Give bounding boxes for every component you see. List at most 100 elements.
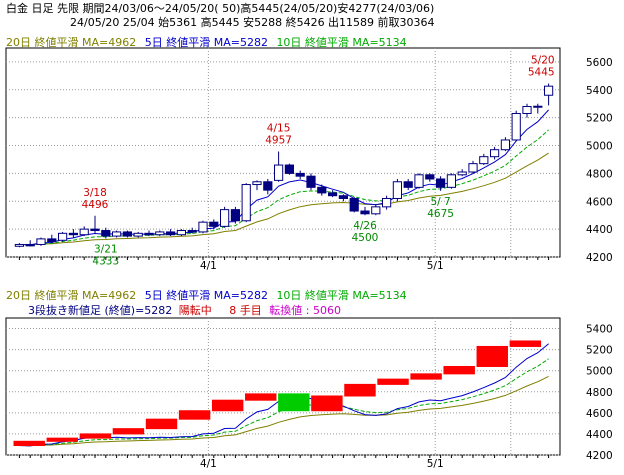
new-price-bar-up [112,428,145,435]
candle-down [284,164,295,174]
new-price-bar-up [311,395,343,412]
candle-up [241,184,251,222]
candle-down [403,181,413,188]
new-price-bar-down [278,393,310,412]
legend-ma5: 5日 終値平滑 MA=5282 [144,36,268,49]
candle-down [306,175,316,188]
candle-up [36,238,46,245]
legend-ma10-sub: 10日 終値平滑 MA=5134 [276,289,407,302]
price-ytick-label: 5200 [586,113,613,125]
price-frame [5,47,561,258]
new-price-bar-up [245,393,277,401]
candle-up [392,181,403,199]
annotation-date: 5/ 7 [430,196,450,208]
ma20-line [19,152,549,246]
candle-up [176,230,187,236]
new-price-bar-up [509,340,542,347]
new-price-info-reversal: 転換値 : 5060 [269,304,341,317]
candle-down [349,197,359,212]
candle-down [25,243,35,247]
new-price-info-status: 陽転中 [178,304,212,317]
candle-up [446,174,457,188]
newprice-ytick-label: 4200 [586,450,613,462]
new-price-bar-up [410,373,442,380]
price-ytick-label: 5600 [586,57,613,69]
annotation-value: 5445 [528,67,555,79]
candle-down [209,221,219,227]
annotation-date: 3/18 [83,187,107,199]
candle-down [47,238,57,243]
candle-down [327,192,338,197]
candle-up [79,228,89,236]
new-price-info-value: 3段抜き新値足 (終値)=5282 [28,304,173,317]
candle-up [500,139,511,151]
chart-header-line1: 白金 日足 先限 期間24/03/06〜24/05/20( 50)高5445(2… [6,2,435,15]
ma20-line-sub [19,375,549,447]
new-price-bar-up [377,378,409,385]
newprice-xlabel-apr: 4/1 [200,458,217,470]
candle-up [155,231,165,236]
top-legend: 20日 終値平滑 MA=4962 5日 終値平滑 MA=5282 10日 終値平… [6,36,412,49]
new-price-bar-up [46,437,79,442]
chart-header-line2: 24/05/20 25/04 始5361 高5445 安5288 終5426 出… [70,16,435,29]
candle-down [122,231,133,237]
new-price-bar-up [79,433,112,439]
annotation-value: 4500 [352,232,379,244]
candle-up [468,163,478,173]
annotation-value: 4333 [92,255,119,267]
new-price-bar-up [13,440,45,447]
price-ytick-label: 5400 [586,85,613,97]
new-price-bar-up [476,345,508,367]
newprice-xlabel-may: 5/1 [427,458,444,470]
price-ytick-label: 4200 [586,252,613,264]
candle-up [489,149,500,158]
legend-ma10: 10日 終値平滑 MA=5134 [276,36,407,49]
candle-down [435,178,446,188]
candle-down [165,231,176,236]
candle-up [198,221,208,233]
candle-up [543,85,554,96]
newprice-ytick-label: 4600 [586,408,613,420]
candle-down [90,228,100,232]
price-ytick-label: 4400 [586,224,613,236]
annotation-date: 5/20 [531,55,555,67]
candle-down [360,210,370,215]
candle-up [522,106,532,114]
annotation-value: 4957 [265,135,292,147]
candle-down [101,230,111,237]
new-price-bar-up [178,410,211,420]
new-price-bar-up [145,418,178,430]
candle-up [57,232,68,241]
candle-up [533,105,543,108]
annotation-value: 4496 [82,199,109,211]
new-price-bar-up [211,399,244,412]
candle-down [295,172,305,177]
candle-down [68,232,79,236]
candle-up [457,171,467,176]
candle-down [425,174,435,180]
newprice-ytick-label: 4400 [586,429,613,441]
candle-up [371,206,381,215]
newprice-ytick-label: 5400 [586,324,613,336]
price-ytick-label: 4600 [586,196,613,208]
legend-ma20-sub: 20日 終値平滑 MA=4962 [6,289,137,302]
legend-ma20: 20日 終値平滑 MA=4962 [6,36,137,49]
candle-down [230,209,241,222]
candle-up [111,231,122,237]
candle-up [414,174,424,188]
candle-up [14,243,25,247]
price-ytick-label: 5000 [586,141,613,153]
price-xlabel-may: 5/1 [427,260,444,272]
new-price-bar-up [344,383,376,397]
candle-up [133,232,143,237]
new-price-bar-up [443,365,475,375]
candle-up [381,197,392,208]
new-price-info-count: 8 手目 [229,304,262,317]
annotation-date: 3/21 [94,243,118,255]
candle-down [317,186,327,194]
annotation-value: 4675 [427,208,454,220]
candle-up [252,181,262,186]
candle-up [273,164,284,181]
candle-down [187,230,197,233]
